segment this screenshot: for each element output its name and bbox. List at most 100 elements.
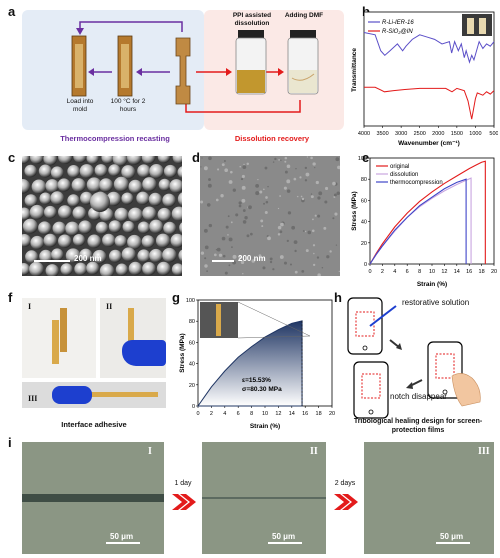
sem-d-grain [240,260,245,265]
sem-d-grain [277,233,281,236]
sem-particle [162,193,176,207]
sem-particle [171,263,182,276]
sem-particle [177,166,182,179]
sem-d-grain [216,247,221,252]
sem-d-grain [306,156,308,158]
day-2-chevron-icon [334,494,358,510]
sem-d-grain [299,176,302,179]
sem-particle [122,220,135,233]
sem-d-grain [228,237,233,242]
sem-d-grain [326,255,330,259]
sem-particle [65,221,80,236]
sem-particle [78,220,92,234]
sem-particle [126,156,142,165]
sem-particle [22,218,38,234]
chart-b-legend-2: R-SiO₂@IN [382,29,413,35]
sem-d-grain [293,177,297,181]
sem-particle [157,207,172,222]
chart-g-zoom-line-2 [237,335,311,339]
sem-particle [71,178,86,193]
purple-arrowhead-1 [136,68,142,76]
sem-d-grain [332,217,335,220]
sem-d-grain [313,252,315,255]
chart-g-ylabel: Stress (MPa) [179,333,186,372]
sem-particle [163,164,177,178]
sem-d-grain [221,163,225,167]
sem-d-grain [280,159,282,162]
chart-b-inset-vial-2 [479,18,486,34]
sem-particle [155,233,171,248]
chart-e-legend-2: dissolution [390,172,418,178]
sem-particle [157,156,171,164]
sem-particle [30,235,45,250]
sem-d-grain [272,268,275,271]
mold-1-inner [75,44,83,88]
sem-particle [86,261,100,275]
sem-d-grain [200,251,205,255]
chart-e-ytick-label: 100 [358,156,367,162]
sem-d-texture [200,156,340,276]
micrograph-i-2-scalebar [268,542,302,544]
chart-e-xlabel: Strain (%) [417,281,447,288]
chart-g-xtick-label: 14 [289,411,295,417]
chart-g-xlabel: Strain (%) [250,423,280,430]
sem-particle [74,262,88,276]
sem-d-grain [262,266,266,270]
photo-f-1-label: I [28,302,32,311]
panel-h-diagram [347,297,481,419]
chart-e-ytick-label: 20 [361,241,367,247]
sem-d-grain [206,270,208,273]
sem-particle [29,156,44,165]
chart-e-xtick-label: 4 [393,269,396,275]
sem-d-grain [267,236,271,241]
chart-b-xtick-label: 500 [489,131,498,137]
sem-particle [39,192,52,205]
panel-label-e: e [362,150,370,165]
sem-d-grain [241,198,246,203]
sem-d-grain [294,270,298,274]
sem-particle [162,247,177,263]
purple-arrowhead-2 [88,68,94,76]
sem-d-grain [279,255,284,259]
panel-h-caption: Tribological healing design for screen-p… [353,418,483,434]
micrograph-i-2: II 50 μm [202,442,326,554]
restorative-label: restorative solution [402,298,470,307]
sem-particle [142,206,157,221]
sem-d-grain [224,168,229,173]
sem-d-grain [278,159,280,161]
sem-particle [72,233,86,247]
sem-particle [45,264,59,276]
panel-label-d: d [192,150,200,165]
sem-particle [99,178,113,192]
chart-b-legend-1: R-Li-IER-16 [382,20,414,26]
sem-d-grain [222,254,226,258]
panel-label-b: b [362,4,370,19]
micrograph-i-2-label: II [310,446,318,457]
panel-f-caption: Interface adhesive [61,420,127,429]
sem-particle [67,165,81,178]
chart-g-stress-strain: 0 2 4 6 8 10 12 14 16 18 20 0 20 40 60 80 100 Stress (MP… [179,298,335,430]
thermo-background [22,10,204,130]
sem-d-grain [280,222,284,227]
sem-d-grain [335,244,338,246]
step-dmf-label: Adding DMF [284,12,324,19]
photo-f-3-label: III [28,394,38,403]
sem-d-grain [203,166,208,171]
dissolution-caption: Dissolution recovery [234,134,310,143]
chart-e-xtick-label: 20 [491,269,497,275]
purple-loop-arrow [79,21,183,32]
sem-particle [149,164,164,179]
chart-b-series-2 [364,86,495,120]
sem-d-grain [238,204,242,208]
sem-c-scale-text: 200 nm [74,254,102,263]
blue-glove-3 [52,386,92,404]
sem-particle [80,191,93,205]
chart-b-xtick-label: 3000 [395,131,407,137]
sem-particle [43,205,57,219]
sem-d-grain [228,264,231,267]
sem-particle [156,261,171,276]
sem-particle [43,156,58,166]
sem-d-grain [333,196,336,199]
chart-g-stress-annotation: σ=80.30 MPa [242,386,282,393]
sem-d-grain [312,218,314,221]
